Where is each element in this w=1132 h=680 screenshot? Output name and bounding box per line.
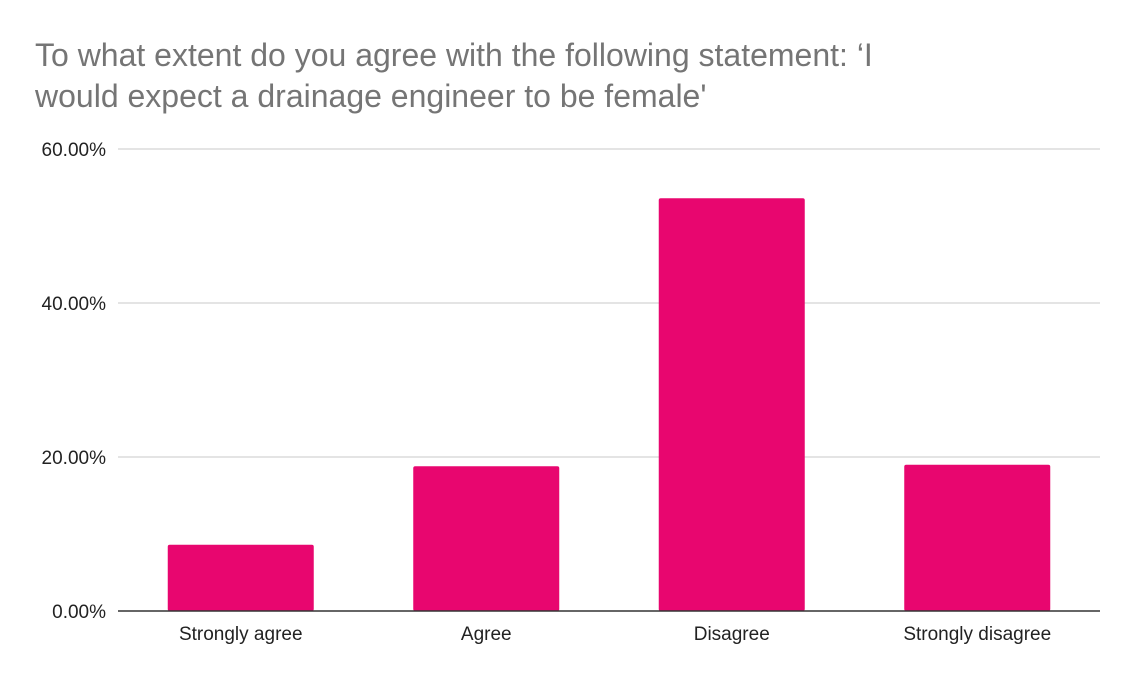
x-axis-category-labels: Strongly agree Agree Disagree Strongly disa… xyxy=(179,624,1051,645)
chart-title-line-1: To what extent do you agree with the fol… xyxy=(35,37,873,73)
y-axis-tick-labels: 0.00% 20.00% 40.00% 60.00% xyxy=(42,140,107,623)
bar xyxy=(413,466,560,611)
y-tick-label: 60.00% xyxy=(42,140,107,161)
y-tick-label: 20.00% xyxy=(42,448,107,469)
y-gridlines xyxy=(118,148,1100,458)
chart-title: To what extent do you agree with the fol… xyxy=(34,37,873,114)
x-category-label: Strongly agree xyxy=(179,624,303,645)
bar xyxy=(904,464,1051,611)
x-category-label: Disagree xyxy=(694,624,770,645)
bar xyxy=(658,198,805,611)
chart-title-line-2: would expect a drainage engineer to be f… xyxy=(34,78,706,114)
bars xyxy=(167,198,1051,611)
x-category-label: Agree xyxy=(461,624,512,645)
y-tick-label: 40.00% xyxy=(42,294,107,315)
bar xyxy=(167,544,314,611)
y-tick-label: 0.00% xyxy=(52,602,106,623)
x-category-label: Strongly disagree xyxy=(903,624,1051,645)
